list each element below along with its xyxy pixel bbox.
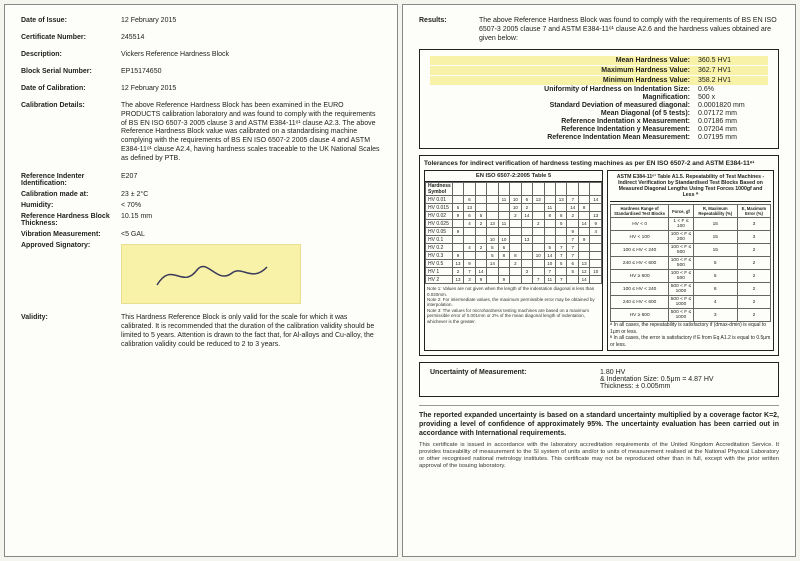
footer-bold: The reported expanded uncertainty is bas… xyxy=(419,412,779,438)
tol-right-foot2: ᴮ In all cases, the error is satisfactor… xyxy=(610,335,771,348)
value-description: Vickers Reference Hardness Block xyxy=(121,51,381,58)
k-rx: Reference Indentation x Measurement: xyxy=(500,118,690,125)
label-cert-no: Certificate Number: xyxy=(21,34,121,41)
certificate-left-page: Date of Issue:12 February 2015 Certifica… xyxy=(4,4,398,557)
v-max: 362.7 HV1 xyxy=(698,67,768,74)
certificate-right-page: Results: The above Reference Hardness Bl… xyxy=(402,4,796,557)
label-results: Results: xyxy=(419,17,479,43)
value-cal-at: 23 ± 2°C xyxy=(121,191,381,198)
label-serial: Block Serial Number: xyxy=(21,68,121,75)
v-ry: 0.07204 mm xyxy=(698,126,768,133)
uncertainty-box: Uncertainty of Measurement:1.80 HV & Ind… xyxy=(419,362,779,397)
k-uniformity: Uniformity of Hardness on Indentation Si… xyxy=(500,86,690,93)
tol-notes: Note 1: Values are not given when the le… xyxy=(425,284,602,326)
k-mag: Magnification: xyxy=(500,94,690,101)
v-uniformity: 0.6% xyxy=(698,86,768,93)
um-l2: & Indentation Size: 0.5μm = 4.87 HV xyxy=(600,376,768,383)
footer-small: This certificate is issued in accordance… xyxy=(419,442,779,470)
v-sd: 0.0001820 mm xyxy=(698,102,768,109)
tol-right-table: Hardness Range of Standardised Test Bloc… xyxy=(610,204,771,322)
text-results: The above Reference Hardness Block was f… xyxy=(479,17,779,43)
v-mag: 500 x xyxy=(698,94,768,101)
v-min: 358.2 HV1 xyxy=(698,77,768,84)
um-l1: 1.80 HV xyxy=(600,369,768,376)
label-thickness: Reference Hardness Block Thickness: xyxy=(21,213,121,227)
label-humidity: Humidity: xyxy=(21,202,121,209)
hardness-values-box: Mean Hardness Value: 360.5 HV1 Maximum Ha… xyxy=(419,49,779,149)
label-vibration: Vibration Measurement: xyxy=(21,231,121,238)
signature-icon xyxy=(152,255,272,295)
tol-note3: Note 3: The values for microhardness tes… xyxy=(427,308,600,324)
value-indenter: E207 xyxy=(121,173,381,180)
k-mean: Mean Hardness Value: xyxy=(500,57,690,64)
label-date-cal: Date of Calibration: xyxy=(21,85,121,92)
value-humidity: < 70% xyxy=(121,202,381,209)
k-max: Maximum Hardness Value: xyxy=(500,67,690,74)
value-cal-details: The above Reference Hardness Block has b… xyxy=(121,102,381,163)
label-description: Description: xyxy=(21,51,121,58)
label-cal-at: Calibration made at: xyxy=(21,191,121,198)
tol-note2: Note 2: For intermediate values, the max… xyxy=(427,297,600,308)
v-mean: 360.5 HV1 xyxy=(698,57,768,64)
value-thickness: 10.15 mm xyxy=(121,213,381,220)
value-vibration: <5 GAL xyxy=(121,231,381,238)
k-min: Minimum Hardness Value: xyxy=(500,77,690,84)
tol-left-table: Hardness SymbolHV 0.016111061313714HV 0.… xyxy=(425,182,602,284)
k-diag: Mean Diagonal (of 5 tests): xyxy=(500,110,690,117)
label-date-of-issue: Date of Issue: xyxy=(21,17,121,24)
um-label: Uncertainty of Measurement: xyxy=(430,369,600,376)
label-cal-details: Calibration Details: xyxy=(21,102,121,109)
tol-right-head: ASTM E384-11ᵉ¹ Table A1.5. Repeatability… xyxy=(610,173,771,202)
tol-right-foot1: ᴬ In all cases, the repeatability is sat… xyxy=(610,322,771,335)
label-validity: Validity: xyxy=(21,314,121,321)
k-sd: Standard Deviation of measured diagonal: xyxy=(500,102,690,109)
tol-title: Tolerances for indirect verification of … xyxy=(424,160,774,167)
label-approved: Approved Signatory: xyxy=(21,242,121,249)
tol-left-head: EN ISO 6507-2:2005 Table 5 xyxy=(425,171,602,182)
signature-box xyxy=(121,244,301,304)
tol-note1: Note 1: Values are not given when the le… xyxy=(427,286,600,297)
v-diag: 0.07172 mm xyxy=(698,110,768,117)
um-l3: Thickness: ± 0.005mm xyxy=(600,383,768,390)
value-cert-no: 245514 xyxy=(121,34,381,41)
tol-left-panel: EN ISO 6507-2:2005 Table 5 Hardness Symb… xyxy=(424,170,603,351)
tol-right-panel: ASTM E384-11ᵉ¹ Table A1.5. Repeatability… xyxy=(607,170,774,351)
value-serial: EP15174650 xyxy=(121,68,381,75)
value-date-of-issue: 12 February 2015 xyxy=(121,17,381,24)
v-rx: 0.07186 mm xyxy=(698,118,768,125)
tolerances-box: Tolerances for indirect verification of … xyxy=(419,155,779,356)
label-indenter: Reference Indenter Identification: xyxy=(21,173,121,187)
k-rmean: Reference Indentation Mean Measurement: xyxy=(500,134,690,141)
v-rmean: 0.07195 mm xyxy=(698,134,768,141)
value-validity: This Hardness Reference Block is only va… xyxy=(121,314,381,349)
k-ry: Reference Indentation y Measurement: xyxy=(500,126,690,133)
value-date-cal: 12 February 2015 xyxy=(121,85,381,92)
